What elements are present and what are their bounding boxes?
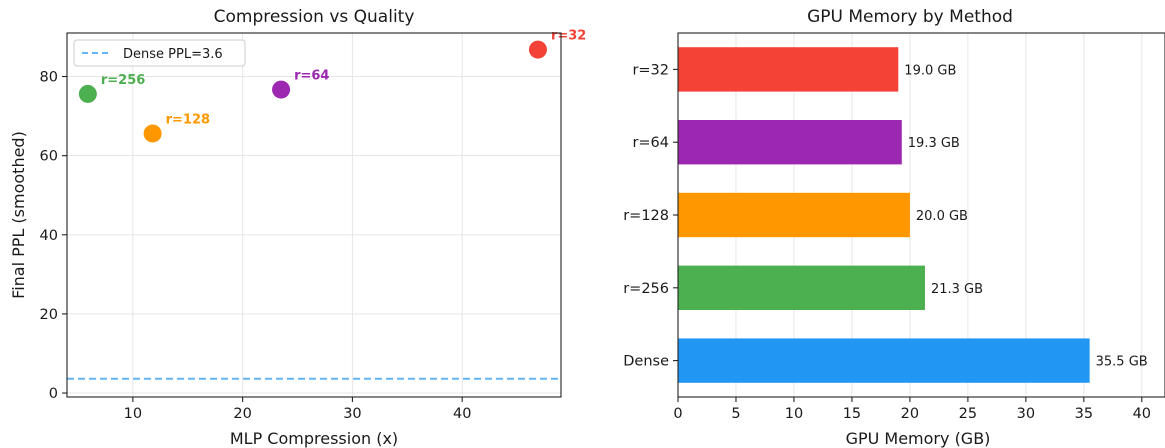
bar-category-label: r=256: [623, 281, 669, 297]
scatter-y-tick-label: 40: [40, 228, 58, 244]
bar-x-tick-label: 0: [673, 406, 682, 422]
scatter-x-axis-label: MLP Compression (x): [230, 429, 398, 448]
bar-x-tick-label: 35: [1075, 406, 1093, 422]
bar-x-axis-label: GPU Memory (GB): [846, 429, 991, 448]
legend-label: Dense PPL=3.6: [123, 47, 223, 62]
bar-ticks: 0 5 10 15 20 25 30 35 40 r=32 r=64 r=128 r=256 Dense: [623, 62, 1151, 422]
bar-category-label: r=32: [632, 62, 669, 78]
bar-category-label: r=128: [623, 208, 669, 224]
scatter-point: [528, 40, 547, 59]
bar-value-label: 21.3 GB: [931, 282, 983, 297]
scatter-point-label: r=256: [101, 73, 145, 88]
bar: [678, 47, 899, 92]
scatter-x-tick-label: 40: [453, 406, 471, 422]
bar-x-tick-label: 10: [785, 406, 803, 422]
bar-value-label: 19.3 GB: [908, 136, 960, 151]
scatter-x-tick-label: 20: [233, 406, 251, 422]
bar-x-tick-label: 15: [843, 406, 861, 422]
bar-value-label: 35.5 GB: [1096, 355, 1148, 370]
scatter-x-tick-label: 10: [124, 406, 142, 422]
scatter-ticks: 10 20 30 40 0 20 40 60 80: [40, 70, 472, 422]
bar: [678, 265, 925, 311]
bar-value-label: 19.0 GB: [904, 63, 956, 78]
bar-x-tick-label: 20: [901, 406, 919, 422]
bar-value-label: 20.0 GB: [916, 209, 968, 224]
bar-title: GPU Memory by Method: [807, 7, 1013, 27]
scatter-y-tick-label: 80: [40, 70, 58, 86]
bar-category-label: r=64: [632, 135, 669, 151]
scatter-x-tick-label: 30: [343, 406, 361, 422]
scatter-grid: [67, 33, 561, 397]
bar-x-tick-label: 25: [959, 406, 977, 422]
scatter-point: [78, 84, 97, 103]
bar: [678, 338, 1090, 383]
bar-category-label: Dense: [623, 354, 669, 370]
scatter-point-label: r=64: [294, 69, 329, 84]
scatter-title: Compression vs Quality: [214, 7, 415, 27]
scatter-y-tick-label: 60: [40, 149, 58, 165]
scatter-point-label: r=128: [166, 112, 210, 127]
scatter-frame: [66, 32, 562, 398]
scatter-y-tick-label: 0: [49, 386, 58, 402]
bar-x-tick-label: 30: [1017, 406, 1035, 422]
scatter-point-label: r=32: [551, 29, 586, 44]
scatter-point: [143, 124, 162, 143]
scatter-legend: Dense PPL=3.6: [73, 39, 246, 67]
scatter-chart: Compression vs Quality r=256 r=128 r=64 r=3…: [9, 7, 586, 448]
scatter-points: r=256 r=128 r=64 r=32: [78, 29, 586, 143]
bar-x-tick-label: 40: [1133, 406, 1151, 422]
scatter-y-tick-label: 20: [40, 307, 58, 323]
scatter-point: [272, 80, 291, 99]
bar-bars: 19.0 GB 19.3 GB 20.0 GB 21.3 GB 35.5 GB: [678, 47, 1148, 383]
legend-box: [73, 39, 246, 67]
bar: [678, 119, 902, 165]
bar-chart: GPU Memory by Method 19.0 GB 19.3 GB 20.0 …: [623, 7, 1165, 448]
bar: [678, 192, 910, 238]
bar-x-tick-label: 5: [731, 406, 740, 422]
scatter-y-axis-label: Final PPL (smoothed): [9, 131, 28, 299]
